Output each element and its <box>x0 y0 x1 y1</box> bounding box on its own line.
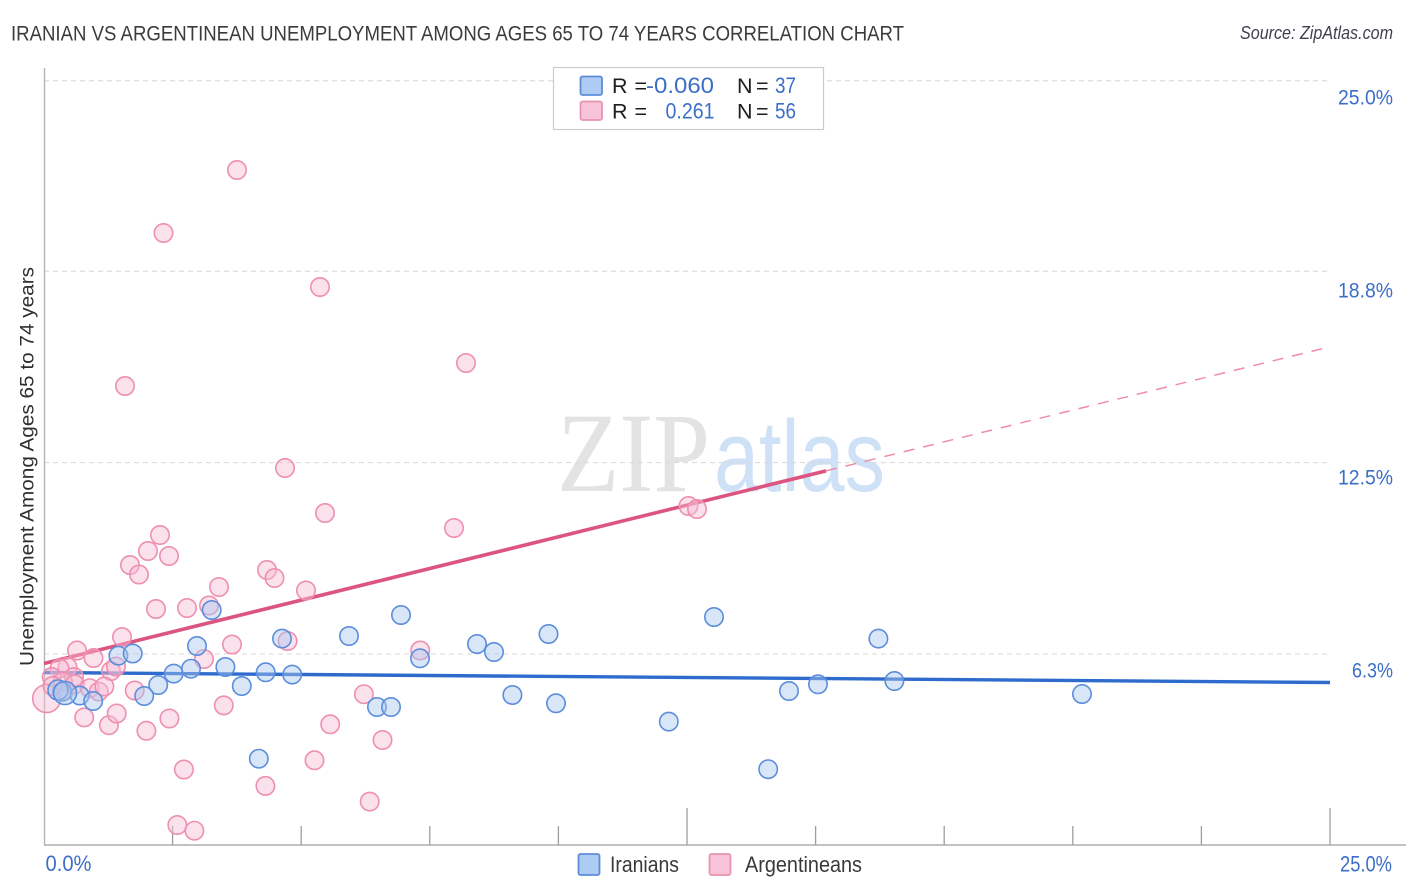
svg-text:37: 37 <box>775 73 796 98</box>
svg-text:R: R <box>612 100 628 124</box>
svg-text:=: = <box>756 100 769 124</box>
svg-text:25.0%: 25.0% <box>1338 87 1393 110</box>
svg-text:Source: ZipAtlas.com: Source: ZipAtlas.com <box>1240 23 1393 43</box>
svg-text:N: N <box>737 74 753 98</box>
svg-text:Iranians: Iranians <box>610 852 679 877</box>
svg-text:0.261: 0.261 <box>666 99 715 124</box>
svg-text:Argentineans: Argentineans <box>745 852 862 877</box>
svg-text:IRANIAN VS ARGENTINEAN UNEMPLO: IRANIAN VS ARGENTINEAN UNEMPLOYMENT AMON… <box>11 23 904 46</box>
svg-text:-0.060: -0.060 <box>646 73 714 98</box>
svg-text:0.0%: 0.0% <box>46 851 92 876</box>
svg-text:25.0%: 25.0% <box>1340 852 1392 877</box>
svg-text:=: = <box>756 74 769 98</box>
svg-text:12.5%: 12.5% <box>1338 467 1393 490</box>
svg-text:56: 56 <box>775 99 796 124</box>
svg-text:=: = <box>635 100 648 124</box>
svg-text:ZIP: ZIP <box>557 391 710 516</box>
svg-text:atlas: atlas <box>714 401 885 513</box>
svg-text:Unemployment Among Ages 65 to: Unemployment Among Ages 65 to 74 years <box>17 267 39 666</box>
svg-text:6.3%: 6.3% <box>1352 660 1393 683</box>
svg-text:=: = <box>635 74 648 98</box>
svg-text:R: R <box>612 74 628 98</box>
svg-text:N: N <box>737 100 753 124</box>
svg-text:18.8%: 18.8% <box>1338 280 1393 303</box>
